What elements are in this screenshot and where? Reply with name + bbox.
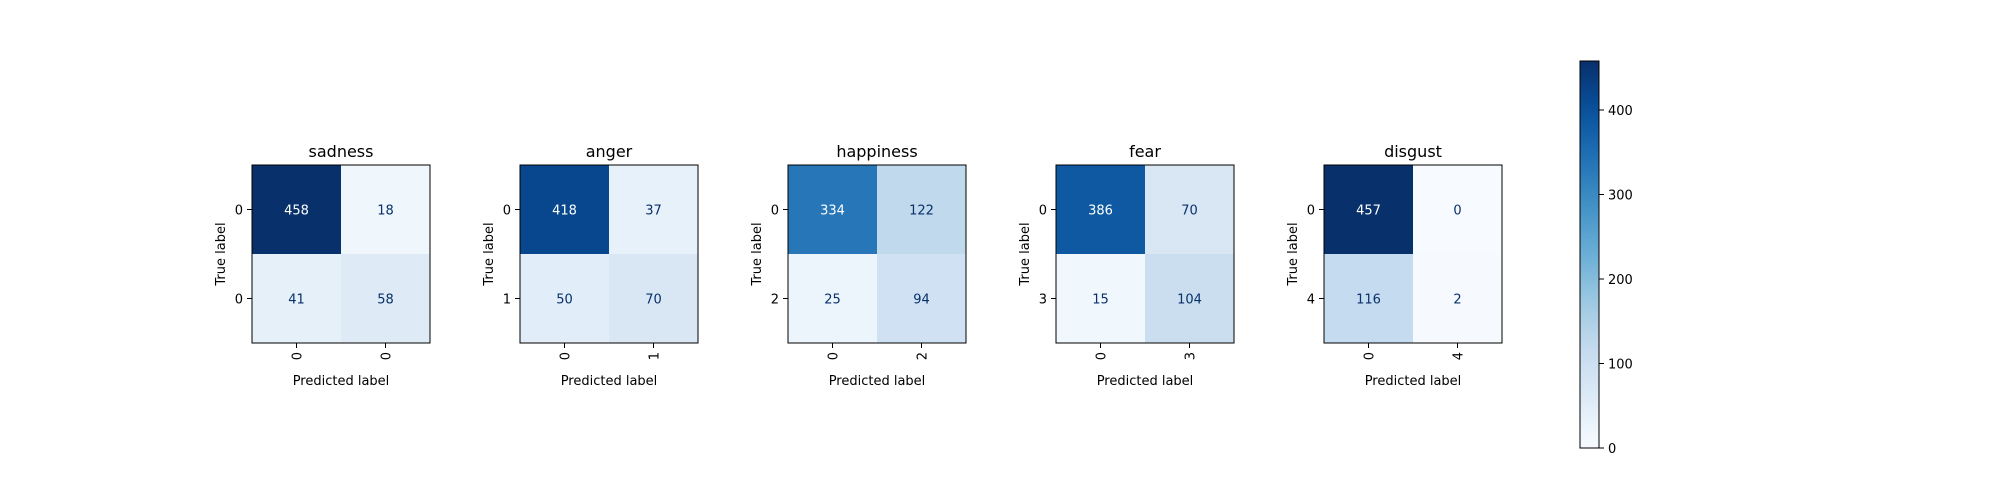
cell-value-label: 104	[1177, 293, 1202, 308]
cell-value-label: 58	[377, 293, 394, 308]
cell-value-label: 418	[552, 204, 577, 219]
matrix-cell	[788, 165, 877, 254]
y-axis-label: True label	[1286, 222, 1301, 286]
colorbar-tick-label: 200	[1608, 273, 1633, 288]
cell-value-label: 386	[1088, 204, 1113, 219]
x-tick-label: 0	[1095, 352, 1110, 360]
matrix-cell	[788, 254, 877, 343]
colorbar-tick-label: 0	[1608, 442, 1616, 457]
x-tick-label: 1	[648, 352, 663, 360]
matrix-cell	[1056, 165, 1145, 254]
panel-title: happiness	[836, 142, 917, 161]
axes-frame	[1055, 164, 1235, 344]
confusion-matrix-sadness: 458 18 41 58 sadness 0 0 0 0 Predicted label True …	[214, 142, 431, 389]
cell-value-label: 457	[1356, 204, 1381, 219]
panel-title: fear	[1129, 142, 1161, 161]
panel-title: disgust	[1384, 142, 1442, 161]
cell-value-label: 2	[1453, 293, 1461, 308]
y-tick-label: 0	[1039, 204, 1047, 219]
cell-value-label: 116	[1356, 293, 1381, 308]
x-tick-label: 4	[1452, 352, 1467, 360]
matrix-cell	[1324, 165, 1413, 254]
y-tick-label: 0	[1307, 204, 1315, 219]
matrix-cell	[609, 165, 698, 254]
cell-value-label: 70	[645, 293, 662, 308]
cell-value-label: 0	[1453, 204, 1461, 219]
y-tick-label: 3	[1039, 293, 1047, 308]
y-axis-label: True label	[1018, 222, 1033, 286]
cell-value-label: 41	[288, 293, 305, 308]
y-axis-label: True label	[482, 222, 497, 286]
matrix-cell	[1413, 254, 1502, 343]
y-tick-label: 1	[503, 293, 511, 308]
cell-value-label: 94	[913, 293, 930, 308]
x-axis-label: Predicted label	[829, 374, 926, 389]
matrix-cell	[341, 165, 430, 254]
matrix-cell	[1324, 254, 1413, 343]
y-tick-label: 0	[771, 204, 779, 219]
x-axis-label: Predicted label	[1097, 374, 1194, 389]
axes-frame	[519, 164, 699, 344]
confusion-matrix-happiness: 334 122 25 94 happiness 0 2 0 2 Predicted label Tr…	[750, 142, 967, 389]
matrix-cell	[520, 254, 609, 343]
panel-title: anger	[586, 142, 633, 161]
matrix-cell	[877, 165, 966, 254]
matrix-cell	[1145, 165, 1234, 254]
y-axis-label: True label	[750, 222, 765, 286]
x-axis-label: Predicted label	[561, 374, 658, 389]
cell-value-label: 458	[284, 204, 309, 219]
cell-value-label: 37	[645, 204, 662, 219]
y-tick-label: 4	[1307, 293, 1315, 308]
matrix-cell	[1413, 165, 1502, 254]
matrix-cell	[1145, 254, 1234, 343]
x-tick-label: 0	[1363, 352, 1378, 360]
confusion-matrix-fear: 386 70 15 104 fear 0 3 0 3 Predicted label True la…	[1018, 142, 1235, 389]
colorbar-tick-label: 300	[1608, 189, 1633, 204]
cell-value-label: 70	[1181, 204, 1198, 219]
matrix-cell	[341, 254, 430, 343]
colorbar-tick-label: 400	[1608, 104, 1633, 119]
cell-value-label: 50	[556, 293, 573, 308]
x-axis-label: Predicted label	[1365, 374, 1462, 389]
x-tick-label: 0	[380, 352, 395, 360]
matrix-cell	[252, 165, 341, 254]
matrix-cell	[252, 254, 341, 343]
matrix-cell	[609, 254, 698, 343]
confusion-matrix-anger: 418 37 50 70 anger 0 1 0 1 Predicted label True la…	[482, 142, 699, 389]
colorbar-gradient	[1579, 60, 1600, 449]
y-tick-label: 2	[771, 293, 779, 308]
cell-value-label: 18	[377, 204, 394, 219]
axes-frame	[1323, 164, 1503, 344]
x-axis-label: Predicted label	[293, 374, 390, 389]
y-tick-label: 0	[235, 204, 243, 219]
y-tick-label: 0	[503, 204, 511, 219]
x-tick-label: 0	[827, 352, 842, 360]
cell-value-label: 15	[1092, 293, 1109, 308]
x-tick-label: 2	[916, 352, 931, 360]
cell-value-label: 122	[909, 204, 934, 219]
x-tick-label: 3	[1184, 352, 1199, 360]
x-tick-label: 0	[291, 352, 306, 360]
x-tick-label: 0	[559, 352, 574, 360]
axes-frame	[787, 164, 967, 344]
cell-value-label: 25	[824, 293, 841, 308]
colorbar: 0 100 200 300 400	[1579, 60, 1633, 457]
matrix-cell	[877, 254, 966, 343]
y-tick-label: 0	[235, 293, 243, 308]
y-axis-label: True label	[214, 222, 229, 286]
panel-title: sadness	[309, 142, 374, 161]
axes-frame	[251, 164, 431, 344]
matrix-cell	[520, 165, 609, 254]
colorbar-tick-label: 100	[1608, 358, 1633, 373]
confusion-matrix-disgust: 457 0 116 2 disgust 0 4 0 4 Predicted label True l…	[1286, 142, 1503, 389]
cell-value-label: 334	[820, 204, 845, 219]
matrix-cell	[1056, 254, 1145, 343]
